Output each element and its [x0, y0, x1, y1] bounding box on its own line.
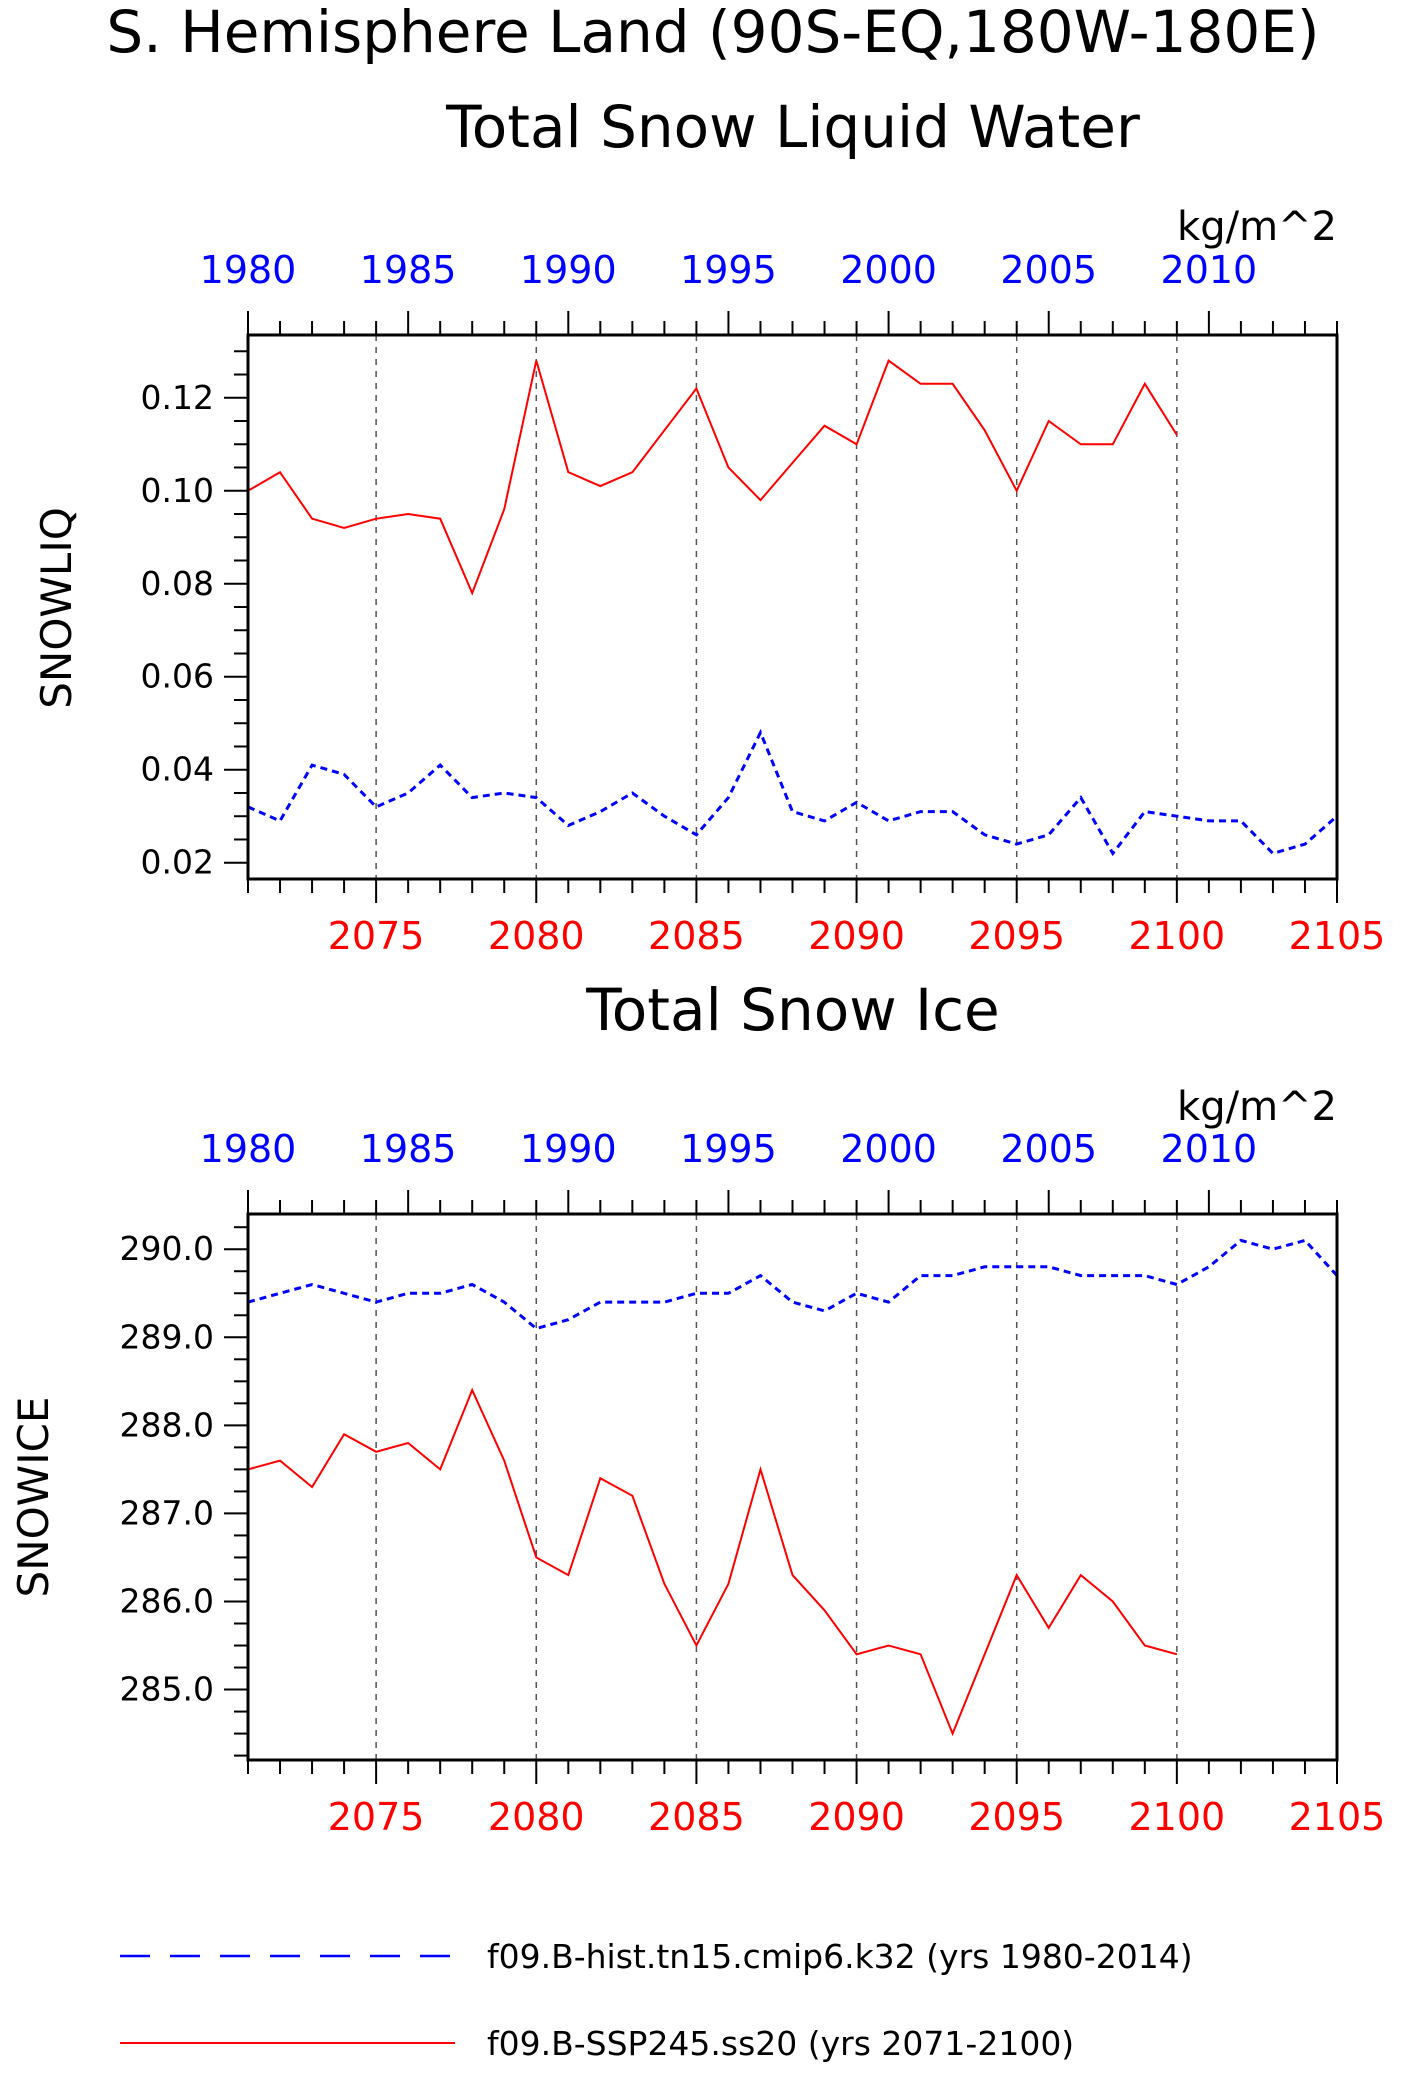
series-line-hist [247, 728, 1338, 857]
y-axis-label-snowice: SNOWICE [9, 1397, 58, 1598]
x-top-tick-label: 1980 [200, 1127, 297, 1171]
series-line-ssp [247, 1387, 1178, 1737]
x-bottom-tick-label: 2105 [1289, 1795, 1386, 1839]
series-line-ssp [247, 359, 1178, 596]
panel-snowice: Total Snow Ice kg/m^2 SNOWICE 285.0 286.0… [9, 976, 1385, 1839]
y-tick-label: 0.10 [141, 471, 214, 510]
x-bottom-tick-label: 2080 [488, 914, 585, 958]
units-label-snowice: kg/m^2 [1177, 1084, 1337, 1130]
plot-area-snowice: 285.0 286.0 287.0 288.0 289.0 290.0 2075 2080 20… [120, 1127, 1386, 1839]
x-bottom-tick-label: 2095 [968, 914, 1065, 958]
x-top-tick-label: 1990 [520, 248, 617, 292]
x-top-tick-label: 1985 [360, 248, 457, 292]
x-top-tick-label: 1990 [520, 1127, 617, 1171]
plot-frame [246, 1212, 1339, 1762]
plot-area-snowliq: 0.02 0.04 0.06 0.08 0.10 0.12 2075 2080 2085 2090… [141, 248, 1386, 958]
y-tick-label: 287.0 [120, 1493, 214, 1532]
x-top-tick-label: 2010 [1161, 248, 1258, 292]
x-bottom-tick-label: 2085 [648, 1795, 745, 1839]
plot-frame [246, 333, 1339, 881]
x-bottom-tick-label: 2075 [328, 914, 425, 958]
y-axis-label-snowliq: SNOWLIQ [32, 507, 81, 709]
x-top-tick-label: 2010 [1161, 1127, 1258, 1171]
x-top-tick-label: 1985 [360, 1127, 457, 1171]
y-tick-label: 285.0 [120, 1670, 214, 1709]
units-label-snowliq: kg/m^2 [1177, 204, 1337, 250]
x-top-tick-label: 2005 [1000, 248, 1097, 292]
legend-label-ssp: f09.B-SSP245.ss20 (yrs 2071-2100) [487, 2024, 1074, 2063]
panel-snowliq: Total Snow Liquid Water kg/m^2 SNOWLIQ 0… [32, 93, 1385, 958]
figure-title: S. Hemisphere Land (90S-EQ,180W-180E) [106, 0, 1319, 66]
x-bottom-tick-label: 2105 [1289, 914, 1386, 958]
y-tick-label: 0.02 [141, 843, 214, 882]
y-tick-label: 0.12 [141, 378, 214, 417]
x-top-tick-label: 1980 [200, 248, 297, 292]
x-top-tick-label: 1995 [680, 1127, 777, 1171]
x-bottom-tick-label: 2080 [488, 1795, 585, 1839]
y-tick-label: 288.0 [120, 1405, 214, 1444]
legend-label-hist: f09.B-hist.tn15.cmip6.k32 (yrs 1980-2014… [487, 1937, 1193, 1976]
x-bottom-tick-label: 2090 [808, 1795, 905, 1839]
y-tick-label: 286.0 [120, 1581, 214, 1620]
x-top-tick-label: 2000 [840, 1127, 937, 1171]
panel-title-snowliq: Total Snow Liquid Water [445, 93, 1140, 161]
y-tick-label: 0.04 [141, 750, 214, 789]
x-bottom-tick-label: 2085 [648, 914, 745, 958]
series-line-hist [247, 1238, 1339, 1331]
y-tick-label: 289.0 [120, 1317, 214, 1356]
panel-title-snowice: Total Snow Ice [585, 976, 1000, 1044]
x-top-tick-label: 2005 [1000, 1127, 1097, 1171]
y-tick-label: 290.0 [120, 1229, 214, 1268]
y-tick-label: 0.06 [141, 657, 214, 696]
x-bottom-tick-label: 2100 [1128, 914, 1225, 958]
x-top-tick-label: 1995 [680, 248, 777, 292]
x-bottom-tick-label: 2100 [1128, 1795, 1225, 1839]
x-bottom-tick-label: 2090 [808, 914, 905, 958]
legend: f09.B-hist.tn15.cmip6.k32 (yrs 1980-2014… [120, 1937, 1193, 2063]
x-bottom-tick-label: 2075 [328, 1795, 425, 1839]
x-bottom-tick-label: 2095 [968, 1795, 1065, 1839]
x-top-tick-label: 2000 [840, 248, 937, 292]
y-tick-label: 0.08 [141, 564, 214, 603]
